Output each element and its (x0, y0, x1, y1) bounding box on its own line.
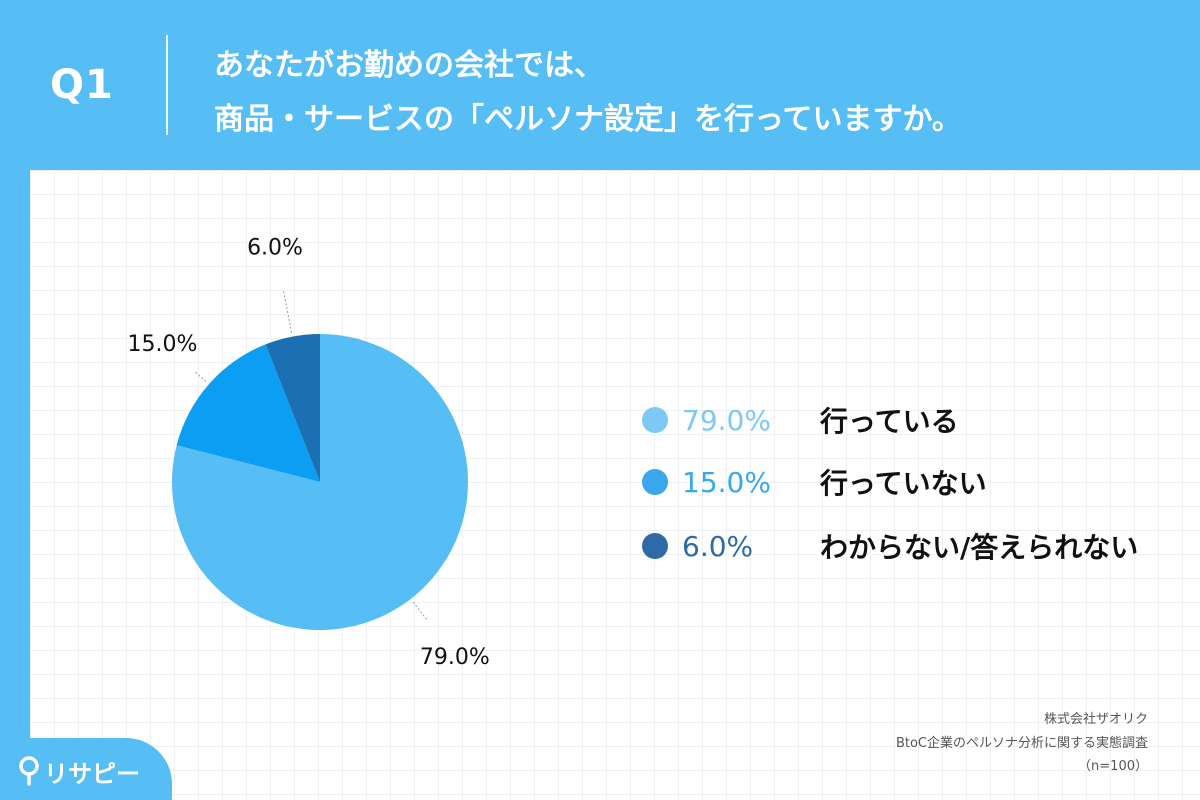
legend-marker (642, 533, 668, 559)
legend-item-done: 79.0% 行っている (642, 400, 959, 440)
legend-label: 行っていない (820, 467, 987, 500)
header-bar: Q1 あなたがお勤めの会社では、 商品・サービスの「ペルソナ設定」を行っています… (0, 0, 1200, 170)
question-title-line-1: あなたがお勤めの会社では、 (214, 48, 604, 83)
pie-slice-not-done (176, 344, 320, 482)
chart-panel: 79.0% 15.0% 6.0% 79.0% 行っている 15.0% 行っていない … (30, 170, 1200, 800)
legend-value: 15.0% (682, 465, 771, 499)
data-label-not-done: 15.0% (128, 332, 198, 357)
legend-value: 6.0% (682, 529, 754, 563)
leader-line-unknown (282, 289, 293, 333)
question-title-line-2: 商品・サービスの「ペルソナ設定」を行っていますか。 (214, 102, 962, 137)
legend-value: 79.0% (682, 403, 771, 437)
pie-slice-done (172, 334, 469, 630)
pie-chart: 79.0% 15.0% 6.0% (128, 235, 490, 670)
legend-label: わからない/答えられない (820, 531, 1139, 564)
leader-line-done (412, 601, 429, 622)
question-number: Q1 (50, 62, 114, 108)
pie-slice-unknown (265, 334, 320, 482)
legend-marker (642, 469, 668, 495)
logo-text: リサピー (44, 760, 140, 788)
legend-item-unknown: 6.0% わからない/答えられない (642, 526, 1138, 566)
legend-marker (642, 407, 668, 433)
data-label-done: 79.0% (420, 645, 490, 670)
logo-badge: リサピー (0, 738, 172, 800)
credit-company: 株式会社ザオリク (1043, 712, 1148, 727)
legend-item-not-done: 15.0% 行っていない (642, 462, 987, 502)
credit-survey: BtoC企業のペルソナ分析に関する実態調査 (895, 736, 1148, 751)
legend-label: 行っている (820, 405, 959, 438)
location-pin-icon (19, 756, 39, 786)
credit-sample: （n=100） (1078, 759, 1148, 774)
header-divider (166, 35, 168, 135)
data-label-unknown: 6.0% (247, 235, 303, 260)
leader-line-not-done (195, 371, 207, 382)
